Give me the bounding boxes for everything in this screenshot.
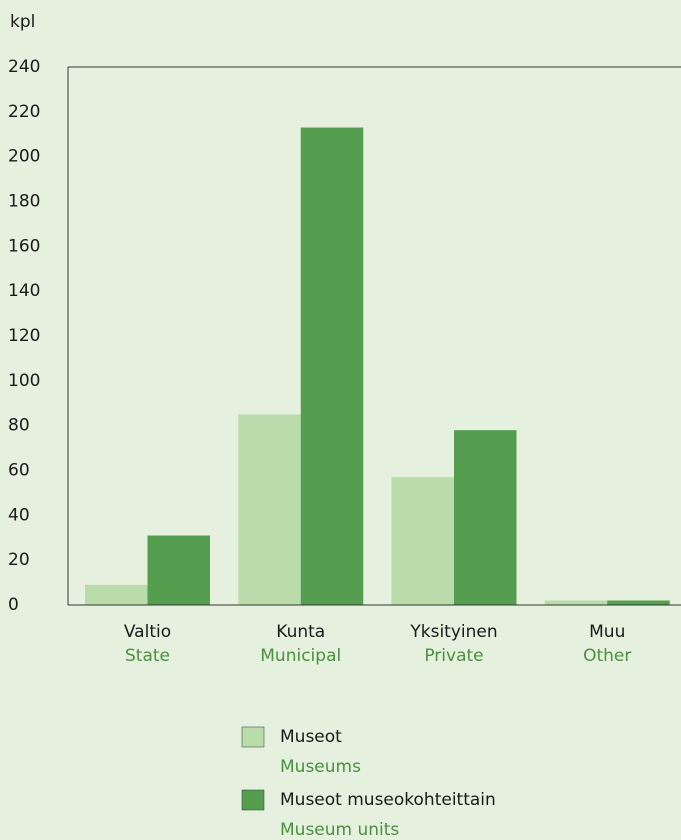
y-tick-label: 100: [8, 371, 40, 391]
bar: [607, 600, 670, 605]
x-tick-label-en: State: [125, 646, 170, 666]
y-axis-label: kpl: [10, 12, 35, 32]
bar: [147, 535, 210, 605]
legend-label-en: Museums: [280, 757, 361, 777]
y-tick-label: 80: [8, 416, 30, 436]
y-tick-label: 120: [8, 326, 40, 346]
legend-label: Museot: [280, 727, 342, 747]
x-tick-label: Valtio: [124, 622, 171, 642]
legend-label-en: Museum units: [280, 820, 399, 840]
x-tick-label: Yksityinen: [409, 622, 497, 642]
y-tick-label: 60: [8, 461, 30, 481]
x-tick-label: Muu: [589, 622, 625, 642]
y-tick-label: 160: [8, 236, 40, 256]
bar: [300, 127, 364, 606]
y-tick-label: 180: [8, 192, 40, 212]
bar: [454, 430, 517, 605]
bar: [85, 584, 148, 605]
legend-swatch: [241, 789, 265, 811]
bar: [391, 477, 454, 605]
x-tick-label-en: Other: [583, 646, 631, 666]
y-tick-label: 0: [8, 595, 19, 615]
bar: [544, 600, 608, 605]
x-tick-label-en: Private: [424, 646, 483, 666]
x-tick-label: Kunta: [276, 622, 325, 642]
y-tick-label: 200: [8, 147, 40, 167]
y-tick-label: 140: [8, 281, 40, 301]
y-tick-label: 220: [8, 102, 40, 122]
y-tick-label: 20: [8, 550, 30, 570]
bar: [238, 414, 301, 605]
x-tick-label-en: Municipal: [260, 646, 341, 666]
legend-swatch: [241, 726, 265, 748]
y-tick-label: 240: [8, 57, 40, 77]
legend-label: Museot museokohteittain: [280, 790, 496, 810]
y-tick-label: 40: [8, 505, 30, 525]
